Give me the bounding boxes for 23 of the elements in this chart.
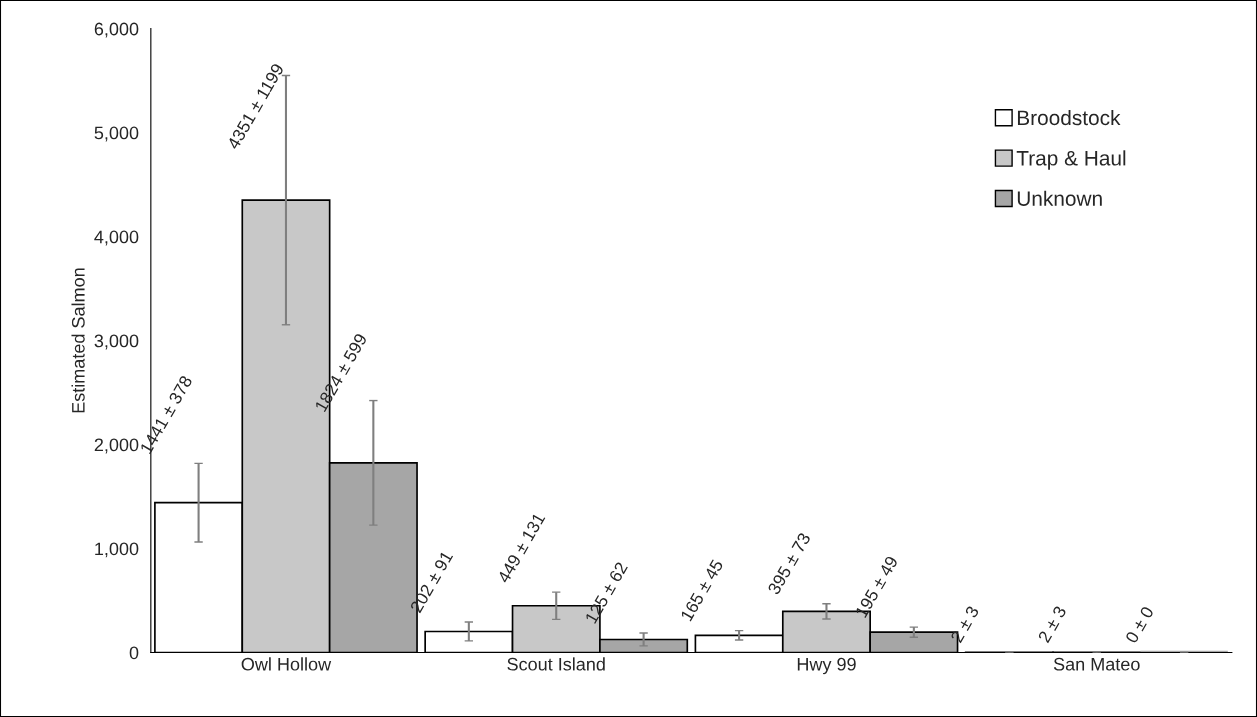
x-tick-label: Owl Hollow <box>241 657 332 671</box>
data-label: 165 ± 45 <box>680 558 724 622</box>
y-tick-label: 2,000 <box>94 438 139 454</box>
legend-label: Unknown <box>1017 190 1102 206</box>
legend-label: Broodstock <box>1017 109 1121 126</box>
x-tick-label: Hwy 99 <box>797 657 856 675</box>
data-label: 395 ± 73 <box>767 531 811 596</box>
data-label: 195 ± 49 <box>854 555 899 618</box>
data-label: 0 ± 0 <box>1124 605 1155 644</box>
data-label: 2 ± 3 <box>950 605 980 644</box>
y-tick-label: 1,000 <box>95 542 139 558</box>
y-tick-label: 5,000 <box>94 126 139 142</box>
legend-label: Trap & Haul <box>1016 150 1126 170</box>
y-tick-label: 3,000 <box>94 334 139 350</box>
data-label: 125 ± 62 <box>584 561 628 624</box>
x-tick-label: Scout Island <box>507 657 605 671</box>
x-tick-label: San Mateo <box>1053 657 1140 671</box>
y-tick-label: 0 <box>129 646 139 660</box>
y-tick-label: 4,000 <box>94 230 139 246</box>
y-axis-title: Estimated Salmon <box>71 268 85 413</box>
data-label: 449 ± 131 <box>496 512 546 584</box>
y-tick-label: 6,000 <box>94 22 139 38</box>
data-label: 2 ± 3 <box>1037 605 1067 644</box>
